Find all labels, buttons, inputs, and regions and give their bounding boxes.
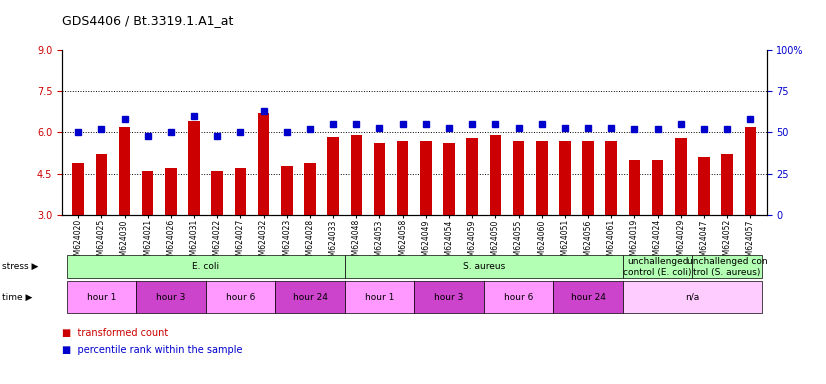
- Bar: [490, 135, 501, 215]
- Text: time ▶: time ▶: [2, 293, 32, 301]
- Bar: [258, 113, 269, 215]
- Bar: [629, 160, 640, 215]
- Bar: [165, 168, 177, 215]
- Bar: [605, 141, 617, 215]
- Bar: [513, 141, 525, 215]
- Text: unchallenged
control (E. coli): unchallenged control (E. coli): [624, 257, 692, 276]
- Bar: [536, 141, 548, 215]
- Bar: [373, 144, 385, 215]
- Text: unchallenged con
trol (S. aureus): unchallenged con trol (S. aureus): [686, 257, 767, 276]
- Bar: [96, 154, 107, 215]
- Bar: [350, 135, 362, 215]
- Text: stress ▶: stress ▶: [2, 262, 38, 271]
- Bar: [142, 171, 154, 215]
- Text: n/a: n/a: [686, 293, 700, 301]
- Text: hour 6: hour 6: [225, 293, 255, 301]
- Text: hour 24: hour 24: [292, 293, 327, 301]
- Bar: [327, 137, 339, 215]
- Text: hour 3: hour 3: [156, 293, 186, 301]
- Text: GDS4406 / Bt.3319.1.A1_at: GDS4406 / Bt.3319.1.A1_at: [62, 14, 233, 27]
- Bar: [744, 127, 756, 215]
- Bar: [188, 121, 200, 215]
- Text: hour 6: hour 6: [504, 293, 534, 301]
- Text: hour 3: hour 3: [434, 293, 463, 301]
- Bar: [467, 138, 478, 215]
- Bar: [73, 163, 84, 215]
- Bar: [582, 141, 594, 215]
- Bar: [420, 141, 432, 215]
- Bar: [304, 163, 316, 215]
- Text: S. aureus: S. aureus: [463, 262, 505, 271]
- Bar: [281, 166, 292, 215]
- Bar: [675, 138, 686, 215]
- Bar: [559, 141, 571, 215]
- Bar: [652, 160, 663, 215]
- Text: hour 24: hour 24: [571, 293, 605, 301]
- Bar: [235, 168, 246, 215]
- Bar: [119, 127, 131, 215]
- Bar: [211, 171, 223, 215]
- Text: ■  percentile rank within the sample: ■ percentile rank within the sample: [62, 345, 243, 355]
- Text: hour 1: hour 1: [87, 293, 116, 301]
- Bar: [721, 154, 733, 215]
- Text: ■  transformed count: ■ transformed count: [62, 328, 169, 338]
- Bar: [698, 157, 710, 215]
- Bar: [444, 144, 455, 215]
- Bar: [396, 141, 408, 215]
- Text: E. coli: E. coli: [192, 262, 219, 271]
- Text: hour 1: hour 1: [365, 293, 394, 301]
